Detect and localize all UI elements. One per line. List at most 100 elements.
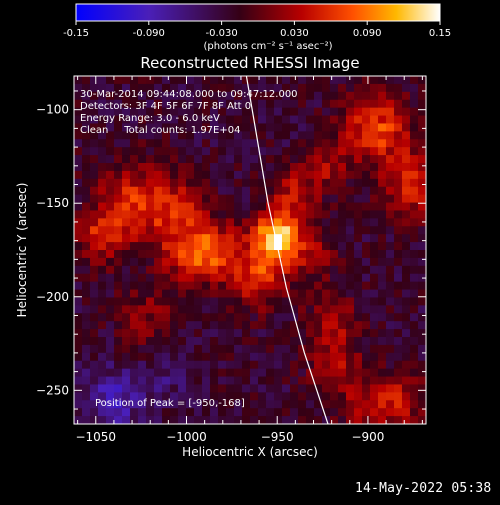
heatmap-cell: [314, 250, 323, 259]
heatmap-cell: [210, 226, 219, 235]
heatmap-cell: [338, 297, 347, 306]
heatmap-cell: [338, 194, 347, 204]
heatmap-cell: [234, 163, 243, 172]
heatmap-cell: [114, 257, 123, 267]
heatmap-cell: [410, 313, 419, 322]
heatmap-cell: [178, 384, 187, 393]
heatmap-cell: [354, 400, 363, 409]
heatmap-cell: [234, 289, 243, 298]
heatmap-cell: [138, 337, 147, 346]
heatmap-cell: [106, 257, 115, 267]
heatmap-cell: [82, 337, 91, 346]
heatmap-cell: [290, 194, 299, 204]
heatmap-cell: [338, 147, 347, 156]
heatmap-cell: [306, 76, 315, 85]
heatmap-cell: [410, 234, 419, 243]
heatmap-cell: [418, 344, 426, 354]
heatmap-cell: [90, 91, 99, 101]
heatmap-cell: [298, 139, 307, 148]
heatmap-cell: [162, 170, 171, 180]
heatmap-cell: [106, 344, 115, 354]
heatmap-cell: [90, 265, 99, 275]
heatmap-cell: [106, 416, 115, 424]
heatmap-cell: [274, 344, 283, 354]
heatmap-cell: [298, 76, 307, 85]
heatmap-cell: [386, 408, 395, 417]
heatmap-cell: [306, 297, 315, 306]
heatmap-cell: [138, 416, 147, 424]
heatmap-cell: [346, 384, 355, 393]
heatmap-cell: [74, 376, 83, 385]
heatmap-cell: [202, 123, 211, 132]
heatmap-cell: [202, 281, 211, 291]
heatmap-cell: [250, 273, 259, 283]
heatmap-cell: [194, 147, 203, 156]
heatmap-cell: [266, 99, 275, 109]
heatmap-cell: [386, 107, 395, 117]
heatmap-cell: [266, 218, 275, 227]
heatmap-cell: [338, 83, 347, 93]
heatmap-cell: [154, 131, 163, 140]
heatmap-cell: [154, 408, 163, 417]
heatmap-cell: [266, 163, 275, 172]
heatmap-cell: [378, 218, 387, 227]
heatmap-cell: [202, 289, 211, 298]
heatmap-cell: [106, 400, 115, 409]
heatmap-cell: [410, 210, 419, 219]
heatmap-cell: [378, 139, 387, 148]
heatmap-cell: [98, 273, 107, 283]
heatmap-cell: [82, 226, 91, 235]
heatmap-cell: [202, 242, 211, 251]
heatmap-cell: [226, 392, 235, 401]
heatmap-cell: [210, 344, 219, 354]
heatmap-cell: [162, 131, 171, 140]
heatmap-cell: [122, 305, 131, 314]
heatmap-cell: [322, 76, 331, 85]
heatmap-cell: [258, 376, 267, 385]
heatmap-cell: [346, 408, 355, 417]
heatmap-cell: [154, 210, 163, 219]
heatmap-cell: [250, 107, 259, 117]
heatmap-cell: [418, 289, 426, 298]
heatmap-cell: [282, 352, 291, 362]
heatmap-cell: [138, 123, 147, 132]
heatmap-cell: [154, 344, 163, 354]
heatmap-cell: [122, 392, 131, 401]
heatmap-cell: [394, 155, 403, 164]
heatmap-cell: [370, 376, 379, 385]
heatmap-cell: [162, 107, 171, 117]
heatmap-cell: [298, 242, 307, 251]
heatmap-cell: [98, 131, 107, 140]
heatmap-cell: [346, 305, 355, 314]
heatmap-cell: [202, 344, 211, 354]
colorbar-ticks: -0.15 -0.090 -0.030 0.030 0.090 0.15: [63, 21, 451, 39]
heatmap-cell: [370, 147, 379, 156]
heatmap-cell: [354, 170, 363, 180]
heatmap-cell: [394, 186, 403, 196]
heatmap-cell: [82, 242, 91, 251]
heatmap-cell: [418, 242, 426, 251]
heatmap-cell: [210, 91, 219, 101]
heatmap-cell: [226, 250, 235, 259]
heatmap-cell: [186, 416, 195, 424]
heatmap-cell: [82, 170, 91, 180]
heatmap-cell: [354, 360, 363, 370]
heatmap-cell: [114, 170, 123, 180]
heatmap-cell: [242, 376, 251, 385]
heatmap-cell: [130, 147, 139, 156]
heatmap-cell: [138, 289, 147, 298]
heatmap-cell: [322, 352, 331, 362]
heatmap-cell: [298, 107, 307, 117]
heatmap-cell: [306, 170, 315, 180]
heatmap-cell: [354, 265, 363, 275]
heatmap-cell: [226, 337, 235, 346]
heatmap-cell: [90, 139, 99, 148]
heatmap-cell: [298, 416, 307, 424]
heatmap-cell: [146, 202, 155, 211]
heatmap-cell: [362, 83, 371, 93]
heatmap-cell: [82, 384, 91, 393]
heatmap-cell: [242, 99, 251, 109]
heatmap-cell: [410, 139, 419, 148]
heatmap-cell: [242, 131, 251, 140]
heatmap-cell: [106, 186, 115, 196]
